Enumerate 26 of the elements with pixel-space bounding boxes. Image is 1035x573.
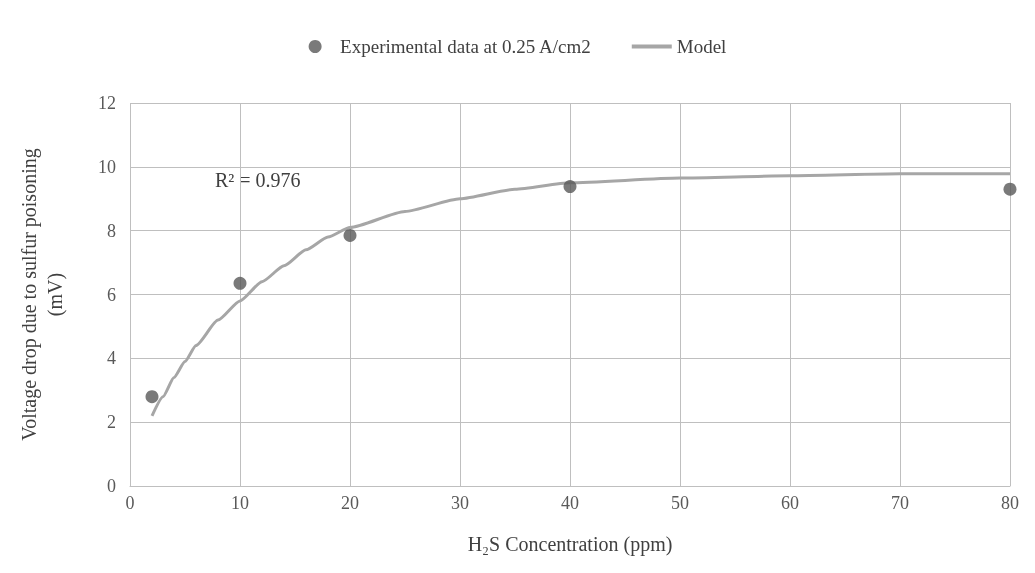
y-tick-label: 2 bbox=[107, 412, 116, 433]
line-series bbox=[150, 172, 1012, 418]
point bbox=[145, 390, 159, 404]
y-tick-label: 6 bbox=[107, 284, 116, 305]
y-tick-label: 0 bbox=[107, 476, 116, 496]
x-tick-label: 40 bbox=[561, 493, 579, 513]
x-tick-label: 80 bbox=[1001, 493, 1019, 513]
y-tick-label: 4 bbox=[107, 348, 116, 369]
x-axis-title: H₂S Concentration (ppm) bbox=[467, 533, 673, 556]
x-tick-label: 50 bbox=[671, 493, 689, 513]
y-axis-title: Voltage drop due to sulfur poisoning (mV) bbox=[18, 148, 67, 441]
y-tick-label: 12 bbox=[98, 93, 116, 113]
x-tick-label: 30 bbox=[451, 493, 469, 513]
x-tick-label: 10 bbox=[231, 493, 249, 513]
legend-label: Experimental data at 0.25 A/cm2 bbox=[340, 36, 591, 57]
y-tick-label: 10 bbox=[98, 156, 116, 177]
point bbox=[1003, 182, 1017, 196]
x-tick-label: 20 bbox=[341, 493, 359, 513]
y-tick-label: 8 bbox=[107, 220, 116, 241]
point bbox=[563, 180, 577, 194]
x-tick-label: 60 bbox=[781, 493, 799, 513]
x-tick-label: 70 bbox=[891, 493, 909, 513]
point bbox=[343, 228, 357, 242]
legend-label: Model bbox=[676, 36, 727, 57]
x-tick-label: 0 bbox=[125, 493, 135, 513]
point bbox=[233, 276, 247, 290]
